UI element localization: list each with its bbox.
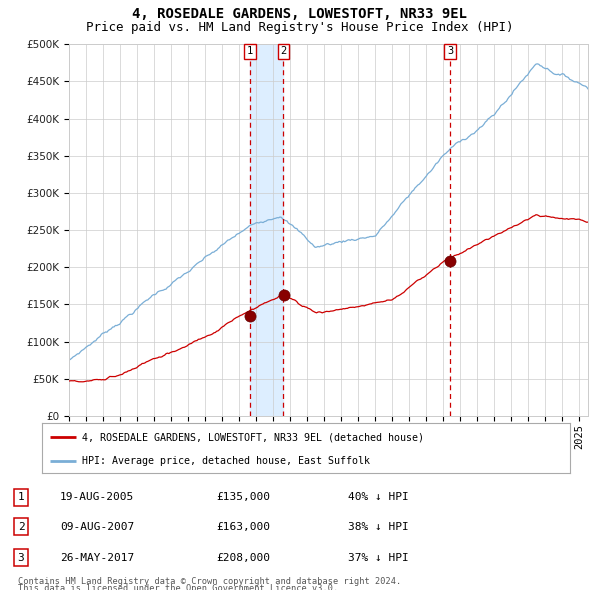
Text: 40% ↓ HPI: 40% ↓ HPI [348,493,409,502]
Text: £208,000: £208,000 [216,553,270,563]
Text: Price paid vs. HM Land Registry's House Price Index (HPI): Price paid vs. HM Land Registry's House … [86,21,514,34]
Text: 4, ROSEDALE GARDENS, LOWESTOFT, NR33 9EL (detached house): 4, ROSEDALE GARDENS, LOWESTOFT, NR33 9EL… [82,432,424,442]
Text: 26-MAY-2017: 26-MAY-2017 [60,553,134,563]
Text: 3: 3 [17,553,25,563]
Text: 3: 3 [447,46,453,56]
Text: 1: 1 [17,493,25,502]
Bar [250,44,283,416]
Text: 2: 2 [280,46,287,56]
Text: This data is licensed under the Open Government Licence v3.0.: This data is licensed under the Open Gov… [18,584,338,590]
Text: £163,000: £163,000 [216,522,270,532]
Text: Contains HM Land Registry data © Crown copyright and database right 2024.: Contains HM Land Registry data © Crown c… [18,577,401,586]
Text: 09-AUG-2007: 09-AUG-2007 [60,522,134,532]
Text: 4, ROSEDALE GARDENS, LOWESTOFT, NR33 9EL: 4, ROSEDALE GARDENS, LOWESTOFT, NR33 9EL [133,7,467,21]
Text: 19-AUG-2005: 19-AUG-2005 [60,493,134,502]
Text: 2: 2 [17,522,25,532]
Text: 1: 1 [247,46,253,56]
Text: HPI: Average price, detached house, East Suffolk: HPI: Average price, detached house, East… [82,455,370,466]
Text: 38% ↓ HPI: 38% ↓ HPI [348,522,409,532]
Text: 37% ↓ HPI: 37% ↓ HPI [348,553,409,563]
Text: £135,000: £135,000 [216,493,270,502]
